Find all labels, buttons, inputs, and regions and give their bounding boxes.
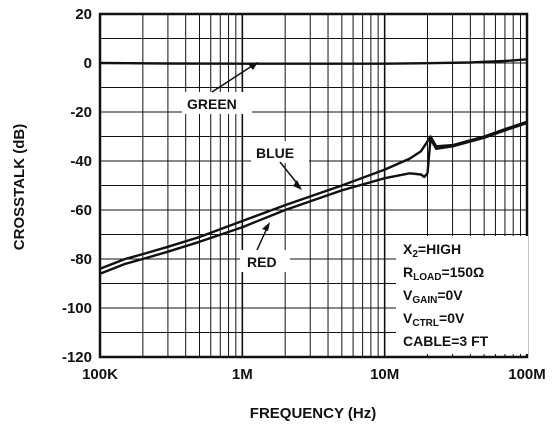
condition-x2: X2=HIGH bbox=[403, 241, 461, 260]
series-line-green bbox=[99, 58, 528, 65]
green-arrowhead bbox=[248, 62, 258, 70]
red-callout: RED bbox=[240, 222, 290, 272]
y-tick-label: -80 bbox=[70, 251, 92, 268]
green-label-bg bbox=[182, 92, 252, 114]
y-tick-label: -100 bbox=[62, 300, 92, 317]
series-lines bbox=[99, 58, 528, 275]
conditions-box: X2=HIGH RLOAD=150Ω VGAIN=0V VCTRL=0V CAB… bbox=[396, 236, 528, 354]
x-tick-label: 10M bbox=[370, 366, 399, 383]
blue-arrowhead bbox=[293, 180, 302, 190]
conditions-box-bg bbox=[396, 236, 528, 354]
condition-cable: CABLE=3 FT bbox=[403, 333, 489, 349]
blue-callout: BLUE bbox=[251, 141, 309, 190]
green-callout: GREEN bbox=[182, 62, 258, 114]
y-tick-labels: 20 0 -20 -40 -60 -80 -100 -120 bbox=[62, 6, 92, 366]
y-tick-label: -120 bbox=[62, 349, 92, 366]
x-tick-label: 1M bbox=[232, 366, 253, 383]
x-tick-labels: 100K 1M 10M 100M bbox=[82, 366, 546, 383]
green-label: GREEN bbox=[187, 96, 237, 112]
y-tick-label: -40 bbox=[70, 153, 92, 170]
condition-vctrl: VCTRL=0V bbox=[403, 310, 465, 329]
blue-label: BLUE bbox=[256, 145, 294, 161]
blue-label-bg bbox=[251, 141, 309, 163]
plot-frame bbox=[98, 12, 529, 359]
y-tick-label: 20 bbox=[75, 6, 92, 23]
y-tick-label: 0 bbox=[84, 55, 92, 72]
y-axis-label: CROSSTALK (dB) bbox=[11, 124, 28, 250]
series-line-red bbox=[99, 121, 528, 275]
red-label-bg bbox=[240, 250, 290, 272]
y-tick-label: -20 bbox=[70, 104, 92, 121]
y-tick-label: -60 bbox=[70, 202, 92, 219]
condition-rload: RLOAD=150Ω bbox=[403, 264, 484, 283]
red-arrowhead bbox=[262, 222, 270, 231]
condition-vgain: VGAIN=0V bbox=[403, 287, 463, 306]
x-tick-label: 100K bbox=[82, 366, 118, 383]
green-arrow bbox=[211, 63, 256, 93]
x-tick-label: 100M bbox=[508, 366, 546, 383]
red-label: RED bbox=[247, 254, 277, 270]
x-axis-label: FREQUENCY (Hz) bbox=[250, 405, 376, 422]
